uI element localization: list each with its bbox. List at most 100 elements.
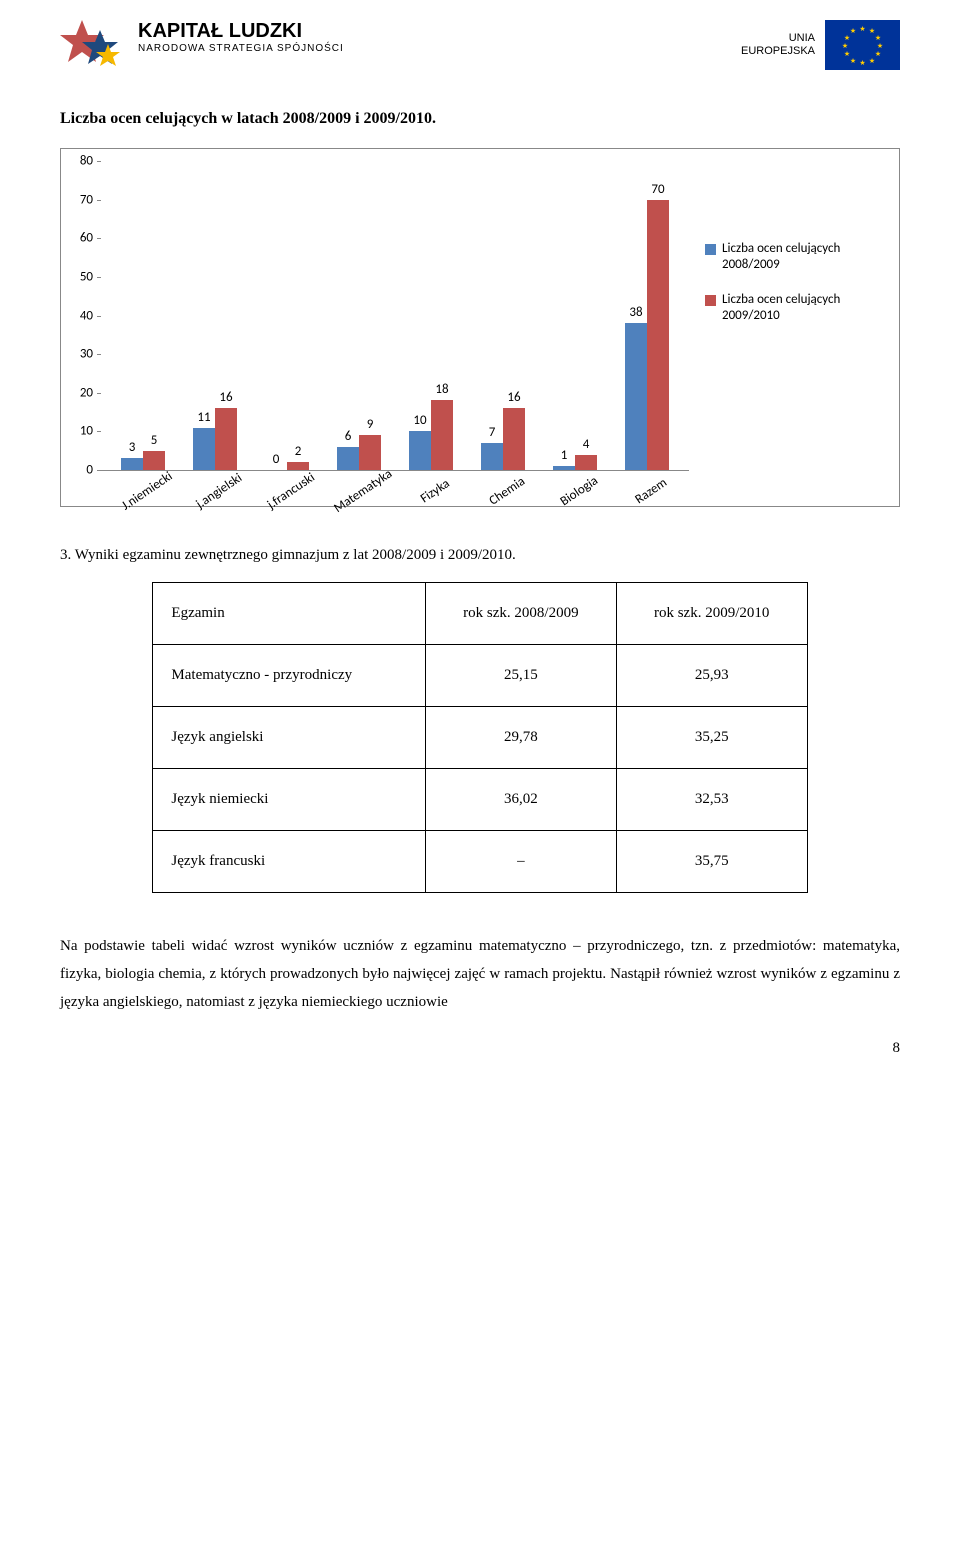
bar: 3 [121, 458, 143, 470]
bar: 70 [647, 200, 669, 470]
x-category-label: Matematyka [329, 465, 397, 518]
logo-subtitle: NARODOWA STRATEGIA SPÓJNOŚCI [138, 43, 344, 54]
table-cell: Język francuski [153, 831, 426, 893]
page-header: KAPITAŁ LUDZKI NARODOWA STRATEGIA SPÓJNO… [60, 20, 900, 80]
table-cell: rok szk. 2008/2009 [425, 583, 616, 645]
y-tick-label: 30 [80, 347, 93, 362]
bar-value-label: 38 [629, 305, 642, 320]
chart-x-labels: J.niemieckij.angielskij.francuskiMatemat… [101, 471, 689, 500]
y-tick-label: 50 [80, 269, 93, 284]
bar: 16 [503, 408, 525, 470]
bar-group: 3870 [611, 161, 683, 470]
x-category-label: j.angielski [185, 465, 253, 518]
table-cell: 32,53 [616, 769, 807, 831]
bar: 18 [431, 400, 453, 470]
bar-value-label: 7 [489, 425, 496, 440]
exam-results-table: Egzaminrok szk. 2008/2009rok szk. 2009/2… [152, 582, 807, 893]
bar-value-label: 6 [345, 429, 352, 444]
y-tick-label: 60 [80, 231, 93, 246]
legend-swatch [705, 244, 716, 255]
svg-text:★: ★ [842, 42, 848, 50]
x-category-label: j.francuski [257, 465, 325, 518]
svg-text:★: ★ [844, 50, 850, 58]
table-cell: 35,75 [616, 831, 807, 893]
page-number: 8 [60, 1040, 900, 1057]
table-cell: Matematyczno - przyrodniczy [153, 645, 426, 707]
bar-value-label: 0 [273, 452, 280, 467]
table-cell: – [425, 831, 616, 893]
bar-value-label: 10 [413, 413, 426, 428]
table-cell: 25,93 [616, 645, 807, 707]
y-tick-label: 0 [86, 463, 93, 478]
table-cell: rok szk. 2009/2010 [616, 583, 807, 645]
x-category-label: J.niemiecki [113, 465, 181, 518]
x-category-label: Chemia [473, 465, 541, 518]
bar-chart: 01020304050607080 3511160269101871614387… [60, 148, 900, 507]
legend-label: Liczba ocen celujących 2008/2009 [722, 241, 889, 274]
logo-title: KAPITAŁ LUDZKI [138, 20, 344, 43]
bar: 5 [143, 451, 165, 470]
bar-group: 14 [539, 161, 611, 470]
table-cell: 35,25 [616, 707, 807, 769]
bar: 4 [575, 455, 597, 470]
y-tick-label: 10 [80, 424, 93, 439]
logo-text: KAPITAŁ LUDZKI NARODOWA STRATEGIA SPÓJNO… [138, 20, 344, 54]
chart-plot-area: 01020304050607080 3511160269101871614387… [101, 161, 689, 471]
legend-item: Liczba ocen celujących 2009/2010 [705, 292, 889, 325]
legend-label: Liczba ocen celujących 2009/2010 [722, 292, 889, 325]
chart-legend: Liczba ocen celujących 2008/2009 Liczba o… [689, 161, 899, 500]
bar: 10 [409, 431, 431, 470]
bar-group: 1018 [395, 161, 467, 470]
table-row: Egzaminrok szk. 2008/2009rok szk. 2009/2… [153, 583, 807, 645]
table-row: Matematyczno - przyrodniczy25,1525,93 [153, 645, 807, 707]
y-tick-label: 20 [80, 385, 93, 400]
bar-value-label: 9 [367, 417, 374, 432]
table-row: Język niemiecki36,0232,53 [153, 769, 807, 831]
bar-value-label: 18 [435, 382, 448, 397]
body-paragraph: Na podstawie tabeli widać wzrost wyników… [60, 933, 900, 1016]
bar-value-label: 16 [219, 390, 232, 405]
bar-group: 716 [467, 161, 539, 470]
eu-block: UNIA EUROPEJSKA ★ ★ ★ ★ ★ ★ ★ ★ ★ ★ ★ ★ [741, 20, 900, 70]
y-tick-label: 40 [80, 308, 93, 323]
bar-value-label: 1 [561, 448, 568, 463]
svg-text:★: ★ [850, 27, 856, 35]
y-tick-label: 70 [80, 192, 93, 207]
x-category-label: Fizyka [401, 465, 469, 518]
section-heading: 3. Wyniki egzaminu zewnętrznego gimnazju… [60, 547, 900, 564]
chart-bar-groups: 35111602691018716143870 [101, 161, 689, 470]
chart-y-axis: 01020304050607080 [73, 161, 101, 470]
eu-line2: EUROPEJSKA [741, 45, 815, 57]
x-category-label: Razem [617, 465, 685, 518]
bar-group: 69 [323, 161, 395, 470]
bar: 2 [287, 462, 309, 470]
bar-value-label: 70 [651, 182, 664, 197]
bar-value-label: 4 [583, 437, 590, 452]
bar-value-label: 11 [197, 410, 210, 425]
bar: 9 [359, 435, 381, 470]
bar: 16 [215, 408, 237, 470]
bar: 7 [481, 443, 503, 470]
table-cell: 29,78 [425, 707, 616, 769]
bar: 38 [625, 323, 647, 470]
eu-line1: UNIA [789, 32, 815, 44]
table-row: Język francuski–35,75 [153, 831, 807, 893]
bar-value-label: 3 [129, 440, 136, 455]
bar-value-label: 2 [295, 444, 302, 459]
table-cell: 36,02 [425, 769, 616, 831]
x-category-label: Biologia [545, 465, 613, 518]
legend-swatch [705, 295, 716, 306]
eu-flag-icon: ★ ★ ★ ★ ★ ★ ★ ★ ★ ★ ★ ★ [825, 20, 900, 70]
bar-value-label: 5 [151, 433, 158, 448]
svg-text:★: ★ [875, 34, 881, 42]
y-tick-label: 80 [80, 154, 93, 169]
bar: 11 [193, 428, 215, 470]
bar: 6 [337, 447, 359, 470]
svg-text:★: ★ [850, 57, 856, 65]
svg-text:★: ★ [877, 42, 883, 50]
svg-text:★: ★ [859, 25, 865, 33]
bar-value-label: 16 [507, 390, 520, 405]
eu-label: UNIA EUROPEJSKA [741, 32, 815, 58]
bar: 1 [553, 466, 575, 470]
table-cell: Egzamin [153, 583, 426, 645]
